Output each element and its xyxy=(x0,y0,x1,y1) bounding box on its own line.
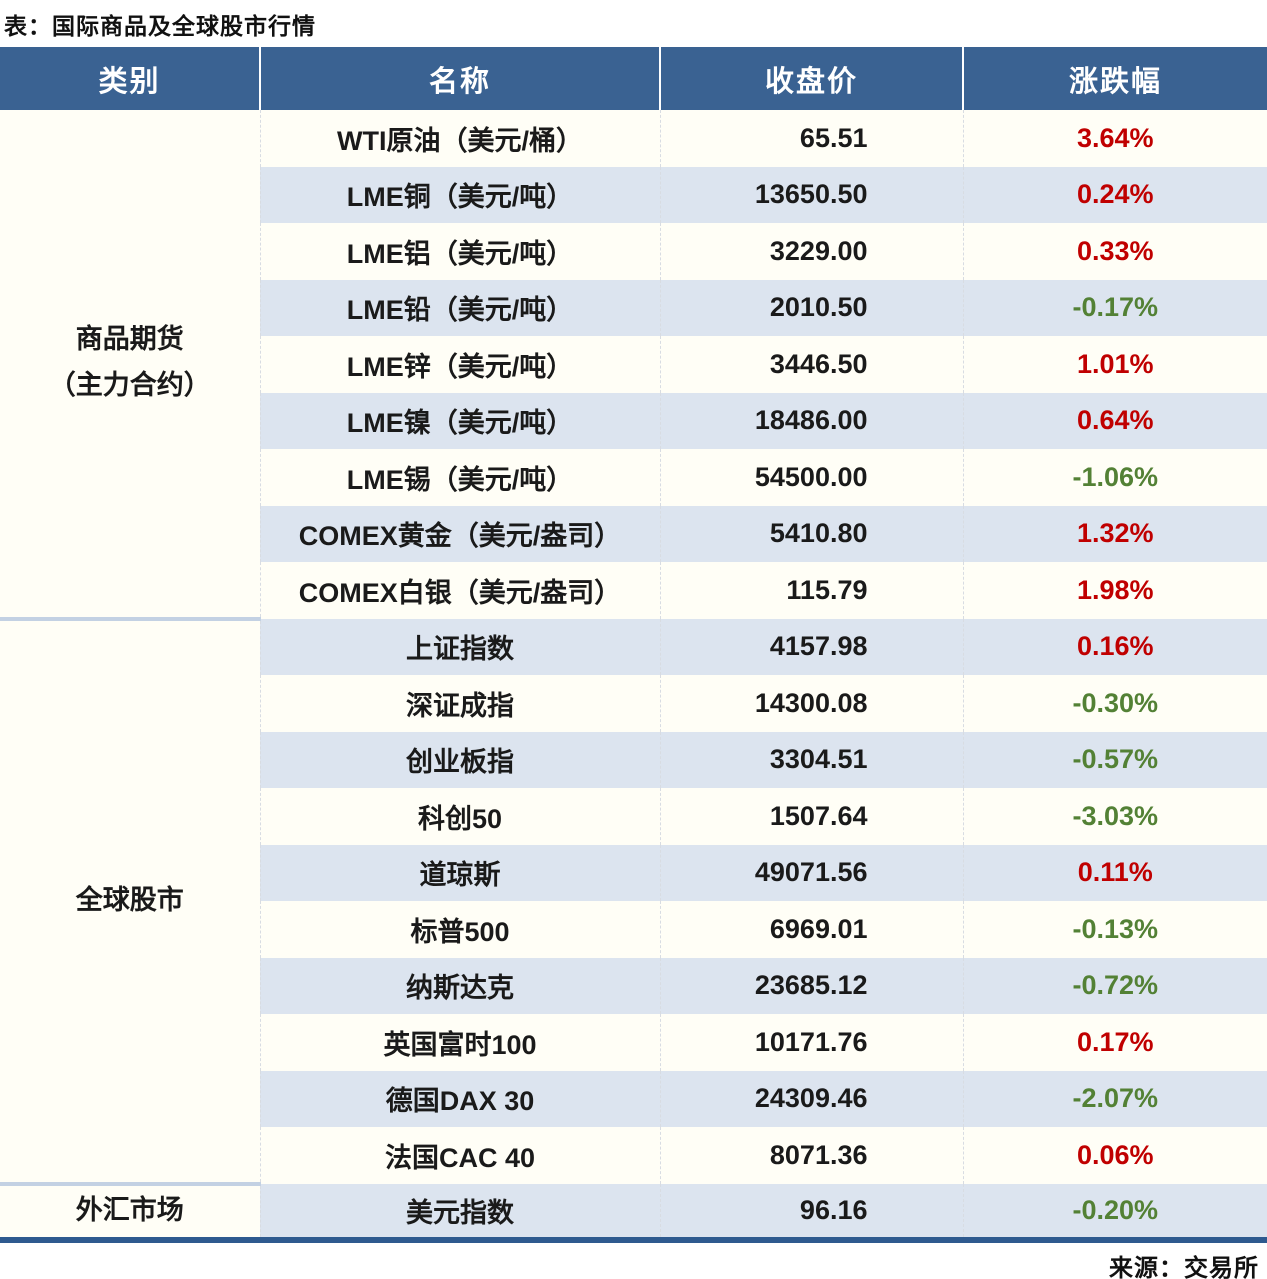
table-row: 创业板指 3304.51 -0.57% xyxy=(0,731,1267,788)
col-header-close: 收盘价 xyxy=(659,47,963,110)
close-price: 54500.00 xyxy=(659,449,963,506)
close-price: 3446.50 xyxy=(659,336,963,393)
close-price: 65.51 xyxy=(659,110,963,167)
change-percent: 0.33% xyxy=(962,223,1267,280)
close-price: 3304.51 xyxy=(659,731,963,788)
change-percent: -0.30% xyxy=(962,675,1267,732)
table-row: 标普500 6969.01 -0.13% xyxy=(0,901,1267,958)
change-percent: -0.57% xyxy=(962,731,1267,788)
close-price: 14300.08 xyxy=(659,675,963,732)
table-row: LME铝（美元/吨） 3229.00 0.33% xyxy=(0,223,1267,280)
instrument-name: 深证成指 xyxy=(259,675,660,732)
close-price: 13650.50 xyxy=(659,166,963,223)
category-cell: 商品期货 （主力合约） xyxy=(0,110,260,619)
close-price: 6969.01 xyxy=(659,901,963,958)
change-percent: -2.07% xyxy=(962,1070,1267,1127)
change-percent: 0.11% xyxy=(962,844,1267,901)
change-percent: 1.98% xyxy=(962,562,1267,619)
col-header-name: 名称 xyxy=(259,47,660,110)
instrument-name: 上证指数 xyxy=(259,618,660,675)
instrument-name: LME铜（美元/吨） xyxy=(259,166,660,223)
table-row: LME铅（美元/吨） 2010.50 -0.17% xyxy=(0,279,1267,336)
instrument-name: LME镍（美元/吨） xyxy=(259,392,660,449)
close-price: 5410.80 xyxy=(659,505,963,562)
instrument-name: LME锡（美元/吨） xyxy=(259,449,660,506)
close-price: 115.79 xyxy=(659,562,963,619)
instrument-name: 德国DAX 30 xyxy=(259,1070,660,1127)
change-percent: 0.64% xyxy=(962,392,1267,449)
close-price: 24309.46 xyxy=(659,1070,963,1127)
category-label-line: 全球股市 xyxy=(75,885,184,916)
instrument-name: 纳斯达克 xyxy=(259,957,660,1014)
table-row: 英国富时100 10171.76 0.17% xyxy=(0,1014,1267,1071)
close-price: 10171.76 xyxy=(659,1014,963,1071)
category-cell: 全球股市 xyxy=(0,616,260,1184)
category-label-line: 商品期货 xyxy=(75,324,184,355)
instrument-name: 科创50 xyxy=(259,788,660,845)
change-percent: 3.64% xyxy=(962,110,1267,167)
table-row: 外汇市场 美元指数 96.16 -0.20% xyxy=(0,1181,1267,1240)
table-row: 科创50 1507.64 -3.03% xyxy=(0,788,1267,845)
instrument-name: 英国富时100 xyxy=(259,1014,660,1071)
category-label-line: （主力合约） xyxy=(48,370,211,401)
category-label-line: 外汇市场 xyxy=(75,1195,184,1226)
table-row: 商品期货 （主力合约） WTI原油（美元/桶） 65.51 3.64% xyxy=(0,110,1267,619)
close-price: 96.16 xyxy=(659,1183,963,1240)
instrument-name: COMEX黄金（美元/盎司） xyxy=(259,505,660,562)
instrument-name: LME铅（美元/吨） xyxy=(259,279,660,336)
table-row: 深证成指 14300.08 -0.30% xyxy=(0,675,1267,732)
change-percent: -0.17% xyxy=(962,279,1267,336)
table-row: 德国DAX 30 24309.46 -2.07% xyxy=(0,1070,1267,1127)
close-price: 1507.64 xyxy=(659,788,963,845)
table-row: LME锌（美元/吨） 3446.50 1.01% xyxy=(0,336,1267,393)
table-row: 全球股市 上证指数 4157.98 0.16% xyxy=(0,616,1267,1184)
table-row: COMEX黄金（美元/盎司） 5410.80 1.32% xyxy=(0,505,1267,562)
instrument-name: COMEX白银（美元/盎司） xyxy=(259,562,660,619)
change-percent: -3.03% xyxy=(962,788,1267,845)
col-header-change: 涨跌幅 xyxy=(962,47,1267,110)
instrument-name: 道琼斯 xyxy=(259,844,660,901)
table-row: 道琼斯 49071.56 0.11% xyxy=(0,844,1267,901)
change-percent: 0.17% xyxy=(962,1014,1267,1071)
table-row: 纳斯达克 23685.12 -0.72% xyxy=(0,957,1267,1014)
close-price: 23685.12 xyxy=(659,957,963,1014)
change-percent: -1.06% xyxy=(962,449,1267,506)
category-cell: 外汇市场 xyxy=(0,1181,260,1240)
instrument-name: WTI原油（美元/桶） xyxy=(259,110,660,167)
table-row: 法国CAC 40 8071.36 0.06% xyxy=(0,1127,1267,1184)
change-percent: 0.06% xyxy=(962,1127,1267,1184)
market-table: 类别 名称 收盘价 涨跌幅 商品期货 （主力合约） WTI原油（美元/桶） 65.5… xyxy=(0,47,1267,1243)
change-percent: 1.01% xyxy=(962,336,1267,393)
close-price: 18486.00 xyxy=(659,392,963,449)
instrument-name: LME铝（美元/吨） xyxy=(259,223,660,280)
instrument-name: 创业板指 xyxy=(259,731,660,788)
change-percent: -0.13% xyxy=(962,901,1267,958)
table-row: LME锡（美元/吨） 54500.00 -1.06% xyxy=(0,449,1267,506)
header-row: 类别 名称 收盘价 涨跌幅 xyxy=(0,47,1267,110)
page-title: 表：国际商品及全球股市行情 xyxy=(4,13,316,39)
instrument-name: 法国CAC 40 xyxy=(259,1127,660,1184)
instrument-name: 美元指数 xyxy=(259,1183,660,1240)
change-percent: 0.16% xyxy=(962,618,1267,675)
change-percent: 1.32% xyxy=(962,505,1267,562)
close-price: 8071.36 xyxy=(659,1127,963,1184)
close-price: 4157.98 xyxy=(659,618,963,675)
table-row: LME铜（美元/吨） 13650.50 0.24% xyxy=(0,166,1267,223)
col-header-category: 类别 xyxy=(0,47,260,110)
instrument-name: LME锌（美元/吨） xyxy=(259,336,660,393)
close-price: 3229.00 xyxy=(659,223,963,280)
close-price: 49071.56 xyxy=(659,844,963,901)
table-row: LME镍（美元/吨） 18486.00 0.64% xyxy=(0,392,1267,449)
change-percent: -0.72% xyxy=(962,957,1267,1014)
change-percent: -0.20% xyxy=(962,1183,1267,1240)
close-price: 2010.50 xyxy=(659,279,963,336)
source-note: 来源：交易所 xyxy=(1109,1255,1259,1279)
instrument-name: 标普500 xyxy=(259,901,660,958)
table-row: COMEX白银（美元/盎司） 115.79 1.98% xyxy=(0,562,1267,619)
change-percent: 0.24% xyxy=(962,166,1267,223)
